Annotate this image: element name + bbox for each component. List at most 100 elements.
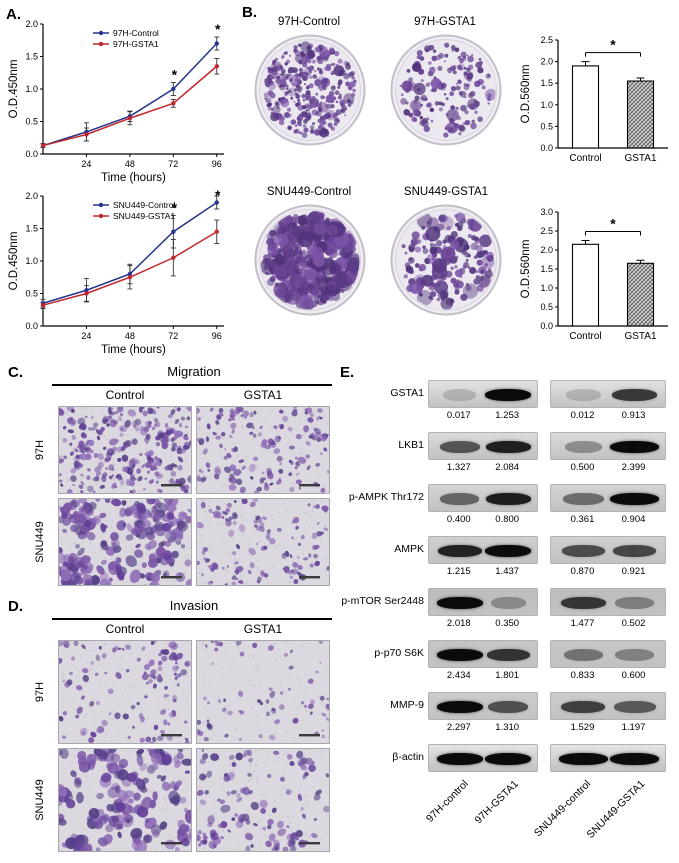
micrograph-invasion-97h-control (58, 640, 192, 744)
svg-text:0.5: 0.5 (540, 121, 553, 131)
scale-bar (161, 484, 182, 487)
blot-band (566, 389, 601, 401)
svg-text:1.0: 1.0 (25, 84, 38, 94)
blot-quantification-value: 0.500 (570, 462, 595, 473)
blot-sample-label: SNU449-GSTA1 (584, 778, 648, 841)
svg-text:1.5: 1.5 (25, 52, 38, 62)
scale-bar (299, 734, 320, 737)
colony-dish-97h-control (254, 34, 366, 146)
panel-b-label: B. (242, 4, 257, 21)
dish-label-snu449-gsta1: SNU449-GSTA1 (403, 186, 489, 198)
blot-quantification-value: 0.913 (621, 410, 646, 421)
svg-text:0.0: 0.0 (25, 321, 38, 331)
blot-protein-label: LKB1 (398, 439, 424, 451)
scale-bar (161, 576, 182, 579)
panel-e-label: E. (340, 364, 355, 381)
micrograph-migration-97h-gsta1 (196, 406, 330, 494)
migration-header-gsta1: GSTA1 (243, 388, 283, 402)
blot-strip (550, 484, 666, 512)
panel-a-label: A. (6, 6, 21, 23)
blot-quantification-value: 0.017 (446, 410, 471, 421)
migration-row-label-snu449: SNU449 (34, 521, 46, 563)
blot-strip (550, 536, 666, 564)
blot-quantification-value: 0.350 (495, 618, 520, 629)
blot-band (613, 701, 656, 713)
svg-text:Time (hours): Time (hours) (101, 344, 166, 356)
colony-dish-svg (390, 204, 502, 316)
svg-text:2.5: 2.5 (540, 35, 553, 45)
blot-band (443, 389, 477, 401)
blot-band (485, 753, 532, 765)
svg-text:O.D.560nm: O.D.560nm (520, 240, 532, 299)
blot-quantification-value: 0.600 (621, 670, 646, 681)
bar-chart-svg: 0.0 0.5 1.0 1.5 2.0 2.5 O.D.560nm Control GSTA1 * (520, 35, 668, 164)
micrograph-svg (197, 499, 329, 585)
svg-text:97H-Control: 97H-Control (113, 28, 159, 38)
svg-text:0.0: 0.0 (540, 321, 553, 331)
blot-quantification-value: 2.399 (621, 462, 646, 473)
svg-text:0.5: 0.5 (540, 302, 553, 312)
dish-label-97h-control: 97H-Control (278, 16, 340, 28)
blot-sample-label: 97H-control (423, 778, 471, 825)
growth-curve-chart-snu449: 0.0 0.5 1.0 1.5 2.0 24 48 72 96 Time (hours) O.D.4… (6, 187, 236, 356)
micrograph-migration-snu449-gsta1 (196, 498, 330, 586)
micrograph-svg (59, 641, 191, 743)
blot-band (487, 701, 529, 713)
blot-protein-label: AMPK (394, 543, 424, 555)
svg-text:2.5: 2.5 (540, 226, 553, 236)
blot-sample-label: 97H-GSTA1 (472, 778, 521, 827)
micrograph-invasion-97h-gsta1 (196, 640, 330, 744)
svg-text:SNU449-GSTA1: SNU449-GSTA1 (113, 211, 175, 221)
svg-text:2.0: 2.0 (25, 19, 38, 29)
scale-bar (161, 842, 182, 845)
svg-text:48: 48 (125, 331, 135, 341)
svg-text:1.0: 1.0 (540, 283, 553, 293)
blot-band (439, 441, 480, 453)
blot-quantification-value: 1.310 (495, 722, 520, 733)
blot-quantification-value: 1.215 (446, 566, 471, 577)
colony-dish-snu449-gsta1 (390, 204, 502, 316)
svg-text:0.0: 0.0 (25, 149, 38, 159)
blot-band (485, 493, 531, 505)
svg-text:1.5: 1.5 (540, 264, 553, 274)
invasion-title-rule (52, 618, 332, 620)
invasion-title: Invasion (169, 598, 219, 613)
migration-title-rule (52, 384, 332, 386)
invasion-row-label-97h: 97H (34, 681, 46, 703)
blot-band (615, 597, 654, 609)
blot-band (436, 753, 483, 765)
blot-strip (428, 640, 538, 668)
blot-quantification-value: 0.012 (570, 410, 595, 421)
blot-protein-label: p-AMPK Thr172 (348, 491, 424, 503)
blot-band (440, 493, 480, 505)
blot-band (615, 649, 654, 661)
blot-band (436, 597, 483, 609)
colony-bar-chart-snu449: 0.0 0.5 1.0 1.5 2.0 2.5 3.0 O.D.560nm Control GST… (518, 194, 676, 352)
blot-quantification-value: 2.297 (446, 722, 471, 733)
blot-quantification-value: 1.801 (495, 670, 520, 681)
invasion-row-label-snu449: SNU449 (34, 779, 46, 821)
colony-dish-97h-gsta1 (390, 34, 502, 146)
svg-text:24: 24 (81, 159, 91, 169)
scale-bar (299, 484, 320, 487)
blot-sample-label: SNU449-control (532, 778, 594, 840)
blot-strip (428, 484, 538, 512)
blot-quantification-value: 1.197 (621, 722, 646, 733)
scale-bar (299, 842, 320, 845)
invasion-header-control: Control (105, 622, 145, 636)
bar-chart-svg: 0.0 0.5 1.0 1.5 2.0 2.5 3.0 O.D.560nm Control GST… (520, 207, 668, 342)
blot-protein-label: β-actin (392, 751, 424, 763)
panel-c-label: C. (8, 364, 23, 381)
scale-bar (161, 734, 182, 737)
svg-text:96: 96 (212, 159, 222, 169)
colony-dish-svg (254, 34, 366, 146)
svg-text:2.0: 2.0 (25, 191, 38, 201)
colony-dish-snu449-control (254, 204, 366, 316)
blot-protein-label: MMP-9 (390, 699, 424, 711)
svg-text:Control: Control (569, 331, 601, 342)
micrograph-svg (59, 499, 191, 585)
migration-row-label-97h: 97H (34, 439, 46, 461)
dish-label-snu449-control: SNU449-Control (266, 186, 352, 198)
micrograph-svg (59, 749, 191, 851)
